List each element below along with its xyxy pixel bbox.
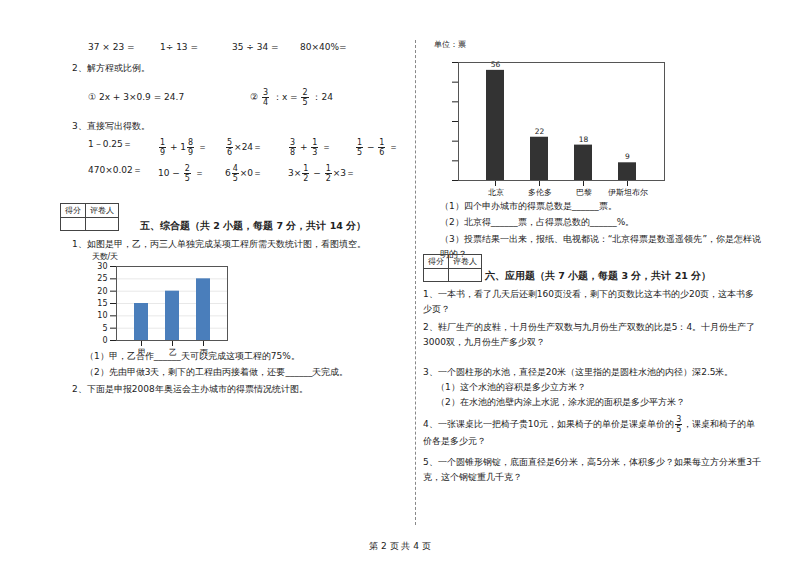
svg-text:18: 18 (579, 135, 589, 144)
svg-text:25: 25 (97, 274, 107, 283)
svg-text:北京: 北京 (488, 188, 504, 197)
svg-text:伊斯坦布尔: 伊斯坦布尔 (608, 188, 648, 197)
svg-text:丙: 丙 (200, 348, 208, 357)
svg-text:甲: 甲 (138, 348, 146, 357)
svg-text:单位：票: 单位：票 (434, 40, 466, 49)
svg-text:15: 15 (97, 299, 107, 308)
svg-text:10: 10 (97, 311, 107, 320)
svg-text:多伦多: 多伦多 (528, 188, 552, 197)
svg-text:乙: 乙 (169, 348, 177, 357)
svg-text:20: 20 (97, 287, 107, 296)
svg-text:巴黎: 巴黎 (576, 188, 592, 197)
svg-text:天数/天: 天数/天 (92, 252, 119, 261)
svg-text:0: 0 (102, 336, 107, 345)
svg-text:5: 5 (102, 324, 107, 333)
svg-text:9: 9 (625, 152, 630, 161)
svg-text:56: 56 (491, 60, 501, 69)
svg-text:30: 30 (97, 262, 107, 271)
svg-text:22: 22 (535, 127, 545, 136)
